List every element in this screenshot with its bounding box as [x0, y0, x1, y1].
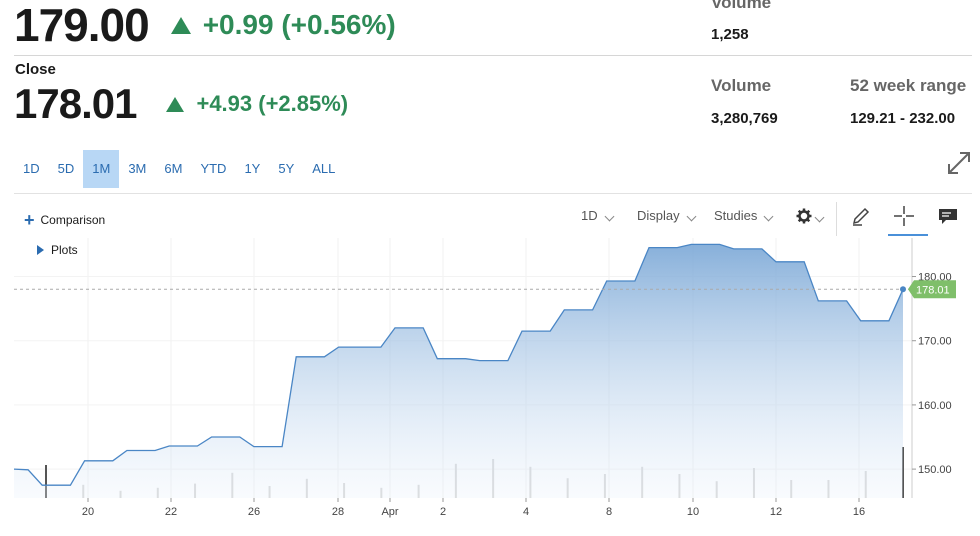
price-area	[14, 244, 903, 498]
settings-dropdown[interactable]	[796, 208, 825, 224]
crosshair-active-indicator	[888, 234, 928, 236]
last-price-badge-label: 178.01	[916, 284, 950, 296]
display-label: Display	[637, 208, 680, 223]
interval-dropdown[interactable]: 1D	[581, 208, 615, 223]
toolbar-divider	[836, 202, 837, 236]
tab-1d[interactable]: 1D	[23, 161, 40, 176]
caret-right-icon	[37, 245, 44, 255]
last-price-badge	[908, 280, 956, 299]
x-tick-label: 8	[606, 506, 612, 518]
gear-icon	[796, 208, 812, 224]
interval-label: 1D	[581, 208, 598, 223]
tab-6m[interactable]: 6M	[164, 161, 183, 176]
close-price: 178.01	[14, 80, 137, 127]
volume-label: Volume	[711, 76, 772, 95]
x-tick-label: Apr	[381, 506, 398, 518]
x-tick-label: 26	[248, 506, 260, 518]
divider	[14, 55, 972, 56]
tab-5d[interactable]: 5D	[57, 161, 75, 176]
range-tabs: 1D 5D 1M 3M 6M YTD 1Y 5Y ALL	[14, 150, 344, 188]
last-price-change: +0.99 (+0.56%)	[170, 9, 396, 41]
chevron-down-icon	[686, 211, 697, 222]
plots-label: Plots	[51, 243, 78, 257]
week-range-value: 129.21 - 232.00	[850, 110, 956, 127]
x-tick-label: 10	[687, 506, 699, 518]
y-tick-label: 150.00	[918, 464, 952, 476]
studies-dropdown[interactable]: Studies	[714, 208, 774, 223]
x-tick-label: 16	[853, 506, 865, 518]
comparison-button[interactable]: + Comparison	[24, 210, 106, 230]
chevron-down-icon	[814, 212, 825, 222]
tab-1m[interactable]: 1M	[83, 150, 120, 188]
plus-icon: +	[24, 210, 35, 230]
chevron-down-icon	[604, 211, 615, 222]
up-arrow-icon	[170, 16, 191, 34]
last-price: 179.00	[14, 0, 150, 51]
y-tick-label: 170.00	[918, 336, 952, 348]
volume-value: 3,280,769	[711, 110, 778, 127]
x-tick-label: 28	[332, 506, 344, 518]
extended-volume-value: 1,258	[711, 26, 749, 43]
last-price-row: 179.00 +0.99 (+0.56%)	[14, 0, 396, 50]
price-line	[13, 243, 904, 486]
last-price-change-text: +0.99 (+0.56%)	[202, 9, 396, 40]
display-dropdown[interactable]: Display	[637, 208, 697, 223]
pencil-icon[interactable]	[850, 205, 872, 227]
comment-icon[interactable]	[937, 205, 959, 227]
expand-icon[interactable]	[946, 150, 972, 176]
close-change: +4.93 (+2.85%)	[166, 91, 348, 117]
extended-volume-label: Volume	[711, 0, 772, 12]
up-arrow-icon	[166, 96, 185, 112]
close-price-row: 178.01 +4.93 (+2.85%)	[14, 80, 348, 128]
tab-all[interactable]: ALL	[312, 161, 336, 176]
week-range-label: 52 week range	[850, 76, 967, 95]
x-tick-label: 12	[770, 506, 782, 518]
divider	[14, 193, 972, 194]
last-price-dot	[900, 286, 906, 293]
chevron-down-icon	[763, 211, 774, 222]
plots-toggle[interactable]: Plots	[37, 243, 78, 257]
close-label: Close	[15, 61, 56, 78]
close-change-text: +4.93 (+2.85%)	[196, 91, 349, 116]
tab-ytd[interactable]: YTD	[200, 161, 227, 176]
studies-label: Studies	[714, 208, 758, 223]
x-tick-label: 4	[523, 506, 529, 518]
crosshair-icon[interactable]	[893, 205, 915, 227]
tab-5y[interactable]: 5Y	[278, 161, 295, 176]
x-tick-label: 20	[82, 506, 94, 518]
tab-1y[interactable]: 1Y	[244, 161, 261, 176]
comparison-label: Comparison	[40, 213, 106, 227]
x-tick-label: 2	[440, 506, 446, 518]
y-tick-label: 160.00	[918, 400, 952, 412]
tab-3m[interactable]: 3M	[128, 161, 147, 176]
x-tick-label: 22	[165, 506, 177, 518]
